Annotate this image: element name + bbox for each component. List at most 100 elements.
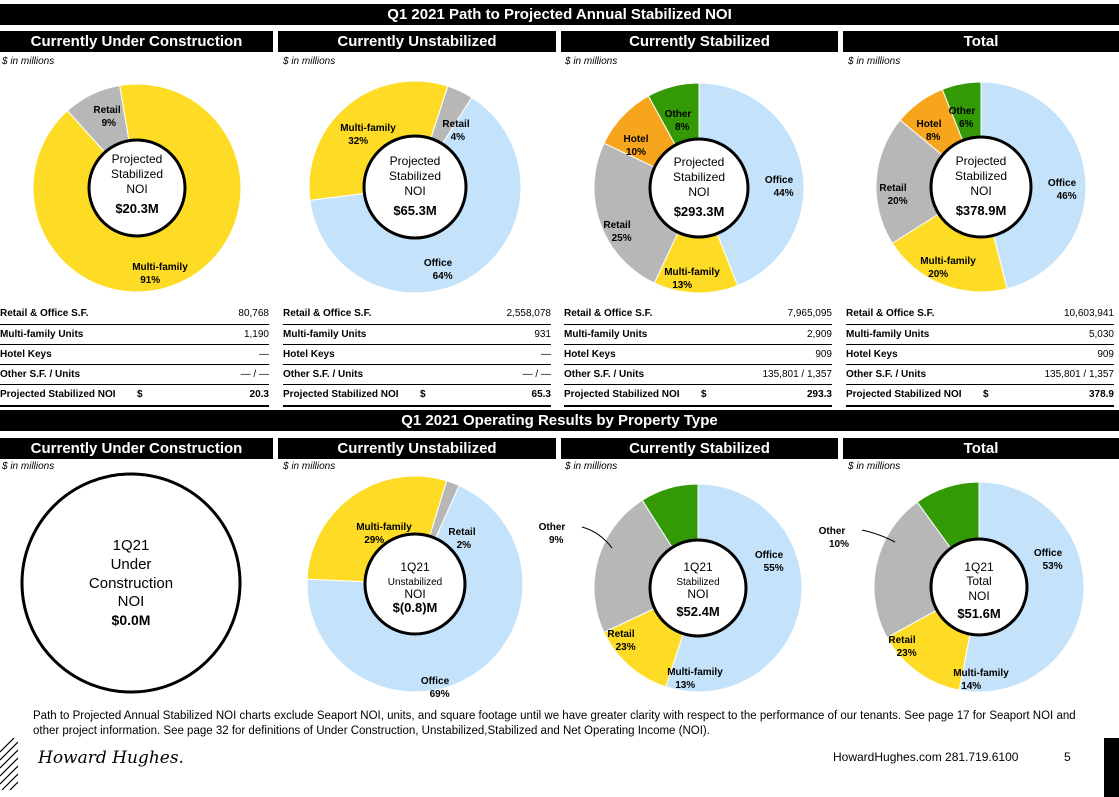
pie-slice-other bbox=[647, 82, 700, 189]
header-under-construction: Currently Under Construction bbox=[0, 31, 273, 52]
header-unstabilized: Currently Unstabilized bbox=[278, 438, 556, 459]
center-circle bbox=[87, 138, 187, 238]
row-label: Retail & Office S.F. bbox=[0, 308, 89, 319]
slice-label: Multi-family bbox=[132, 262, 188, 273]
pie-slice-other bbox=[941, 81, 982, 188]
top-section-title: Q1 2021 Path to Projected Annual Stabili… bbox=[0, 4, 1119, 25]
row-value: 1,190 bbox=[243, 329, 269, 340]
slice-percent: 9% bbox=[102, 118, 117, 129]
table-row: Hotel Keys — bbox=[0, 344, 269, 365]
pie-slice-office bbox=[665, 483, 803, 693]
center-label: Under bbox=[111, 556, 152, 573]
center-label: Projected bbox=[674, 155, 725, 169]
row-value: 2,558,078 bbox=[506, 308, 552, 319]
row-value: 7,965,095 bbox=[787, 308, 833, 319]
pie-slice-multi-family bbox=[886, 586, 980, 691]
pie-slice-office bbox=[958, 481, 1085, 693]
slice-percent: 13% bbox=[675, 680, 695, 691]
row-value: 293.3 bbox=[806, 389, 832, 400]
center-label: Unstabilized bbox=[388, 577, 442, 588]
slice-percent: 2% bbox=[457, 540, 472, 551]
unit-note: $ in millions bbox=[283, 56, 336, 67]
center-label: NOI bbox=[968, 589, 989, 603]
slice-percent: 64% bbox=[433, 271, 453, 282]
center-label: Construction bbox=[89, 575, 173, 592]
row-label: Retail & Office S.F. bbox=[283, 308, 372, 319]
slice-percent: 23% bbox=[616, 642, 636, 653]
corner-logo-block bbox=[1104, 738, 1119, 797]
center-label: Stabilized bbox=[389, 169, 441, 183]
table-row: Projected Stabilized NOI 293.3 $ bbox=[564, 384, 832, 407]
slice-percent: 13% bbox=[672, 280, 692, 291]
table-row: Multi-family Units 931 bbox=[283, 324, 551, 345]
table-row: Hotel Keys — bbox=[283, 344, 551, 365]
dollar-sign: $ bbox=[701, 389, 707, 400]
slice-label: Retail bbox=[93, 105, 120, 116]
pie-slice-retail bbox=[593, 142, 700, 284]
pie-slice-retail bbox=[873, 501, 980, 639]
row-label: Other S.F. / Units bbox=[0, 369, 81, 380]
center-label: Stabilized bbox=[955, 169, 1007, 183]
center-circle bbox=[929, 537, 1029, 637]
slice-percent: 20% bbox=[928, 269, 948, 280]
pie-slice-retail bbox=[875, 119, 982, 244]
row-label: Other S.F. / Units bbox=[846, 369, 927, 380]
slice-percent: 32% bbox=[348, 136, 368, 147]
center-label: Total bbox=[966, 574, 991, 588]
unit-note: $ in millions bbox=[283, 461, 336, 472]
row-value: — bbox=[259, 349, 269, 360]
table-row: Multi-family Units 2,909 bbox=[564, 324, 832, 345]
slice-label: Other bbox=[819, 526, 846, 537]
unit-note: $ in millions bbox=[2, 56, 55, 67]
metrics-table-unstabilized: Retail & Office S.F. 2,558,078 Multi-famil… bbox=[283, 304, 552, 407]
slice-label: Other bbox=[949, 106, 976, 117]
pie-slice-multi-family bbox=[308, 80, 449, 201]
table-row: Retail & Office S.F. 7,965,095 bbox=[564, 304, 832, 324]
center-circle bbox=[648, 538, 748, 638]
slice-label: Other bbox=[539, 522, 566, 533]
row-value: — / — bbox=[522, 369, 551, 380]
header-total: Total bbox=[843, 438, 1119, 459]
slice-percent: 91% bbox=[140, 275, 160, 286]
table-row: Projected Stabilized NOI 20.3 $ bbox=[0, 384, 269, 407]
center-label: $(0.8)M bbox=[393, 600, 438, 615]
slice-percent: 9% bbox=[549, 535, 564, 546]
leader-line bbox=[581, 526, 613, 549]
pie-slice-office bbox=[306, 484, 524, 693]
header-total: Total bbox=[843, 31, 1119, 52]
dollar-sign: $ bbox=[983, 389, 989, 400]
footnote: Path to Projected Annual Stabilized NOI … bbox=[33, 710, 1076, 737]
slice-label: Retail bbox=[603, 220, 630, 231]
center-label: $65.3M bbox=[393, 203, 436, 218]
row-value: 20.3 bbox=[249, 389, 269, 400]
center-label: NOI bbox=[404, 587, 425, 601]
pie-slice-multi-family bbox=[32, 83, 242, 293]
center-label: $293.3M bbox=[674, 204, 725, 219]
center-label: NOI bbox=[118, 593, 145, 610]
center-label: NOI bbox=[970, 184, 991, 198]
center-label: 1Q21 bbox=[400, 560, 430, 574]
center-label: 1Q21 bbox=[964, 560, 994, 574]
center-label: 1Q21 bbox=[683, 560, 713, 574]
slice-percent: 10% bbox=[626, 147, 646, 158]
contact-info: HowardHughes.com 281.719.6100 bbox=[833, 750, 1019, 764]
center-circle bbox=[648, 137, 750, 239]
slice-percent: 4% bbox=[451, 132, 466, 143]
table-row: Retail & Office S.F. 10,603,941 bbox=[846, 304, 1114, 324]
slice-label: Retail bbox=[448, 527, 475, 538]
table-row: Other S.F. / Units 135,801 / 1,357 bbox=[564, 364, 832, 385]
slice-label: Multi-family bbox=[356, 522, 412, 533]
pie-slice-multi-family bbox=[603, 587, 699, 688]
slice-percent: 46% bbox=[1057, 191, 1077, 202]
table-row: Hotel Keys 909 bbox=[564, 344, 832, 365]
center-label: NOI bbox=[404, 184, 425, 198]
slice-label: Hotel bbox=[917, 119, 942, 130]
table-row: Other S.F. / Units 135,801 / 1,357 bbox=[846, 364, 1114, 385]
row-label: Multi-family Units bbox=[283, 329, 367, 340]
slice-percent: 29% bbox=[364, 535, 384, 546]
